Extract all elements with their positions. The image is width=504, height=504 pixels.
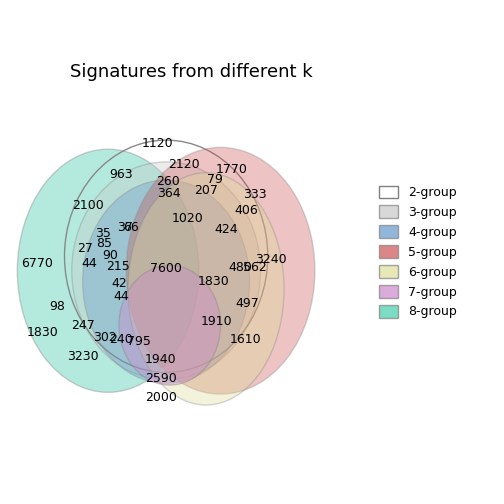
Text: 1910: 1910 bbox=[201, 315, 233, 328]
Text: 1120: 1120 bbox=[141, 137, 173, 150]
Text: 207: 207 bbox=[194, 184, 218, 198]
Ellipse shape bbox=[126, 147, 315, 394]
Text: 35: 35 bbox=[95, 227, 110, 240]
Text: 66: 66 bbox=[122, 221, 139, 234]
Text: 79: 79 bbox=[207, 173, 223, 186]
Text: 240: 240 bbox=[109, 333, 133, 346]
Text: 215: 215 bbox=[106, 260, 130, 273]
Text: 2100: 2100 bbox=[72, 199, 104, 212]
Text: 1020: 1020 bbox=[172, 212, 204, 225]
Text: 7600: 7600 bbox=[150, 263, 182, 275]
Text: 1940: 1940 bbox=[145, 353, 176, 366]
Text: 1830: 1830 bbox=[27, 326, 58, 339]
Text: 1610: 1610 bbox=[229, 333, 261, 346]
Text: 302: 302 bbox=[93, 331, 117, 344]
Legend: 2-group, 3-group, 4-group, 5-group, 6-group, 7-group, 8-group: 2-group, 3-group, 4-group, 5-group, 6-gr… bbox=[379, 185, 457, 319]
Text: 364: 364 bbox=[157, 187, 181, 200]
Text: 247: 247 bbox=[71, 319, 95, 332]
Text: 480: 480 bbox=[228, 261, 252, 274]
Ellipse shape bbox=[119, 265, 221, 385]
Ellipse shape bbox=[83, 180, 249, 383]
Text: 562: 562 bbox=[243, 261, 267, 274]
Text: 3230: 3230 bbox=[67, 350, 98, 362]
Title: Signatures from different k: Signatures from different k bbox=[70, 64, 313, 81]
Text: 1830: 1830 bbox=[198, 275, 229, 288]
Text: 85: 85 bbox=[96, 237, 112, 250]
Text: 2120: 2120 bbox=[168, 158, 200, 171]
Text: 2590: 2590 bbox=[145, 372, 176, 386]
Text: 98: 98 bbox=[49, 300, 65, 313]
Ellipse shape bbox=[72, 162, 261, 380]
Text: 424: 424 bbox=[214, 223, 238, 235]
Text: 44: 44 bbox=[81, 257, 97, 270]
Ellipse shape bbox=[128, 173, 284, 405]
Text: 1770: 1770 bbox=[216, 163, 247, 176]
Text: 42: 42 bbox=[111, 277, 127, 290]
Text: 260: 260 bbox=[156, 174, 179, 187]
Text: 333: 333 bbox=[243, 188, 267, 201]
Text: 795: 795 bbox=[127, 335, 151, 348]
Text: 963: 963 bbox=[109, 168, 133, 181]
Text: 406: 406 bbox=[234, 205, 258, 217]
Text: 44: 44 bbox=[113, 290, 130, 303]
Text: 90: 90 bbox=[102, 248, 118, 262]
Text: 27: 27 bbox=[78, 242, 94, 256]
Text: 2000: 2000 bbox=[145, 391, 176, 404]
Text: 6770: 6770 bbox=[21, 257, 53, 270]
Text: 3240: 3240 bbox=[256, 254, 287, 266]
Text: 37: 37 bbox=[117, 221, 133, 234]
Text: 497: 497 bbox=[235, 297, 259, 310]
Ellipse shape bbox=[17, 149, 199, 392]
